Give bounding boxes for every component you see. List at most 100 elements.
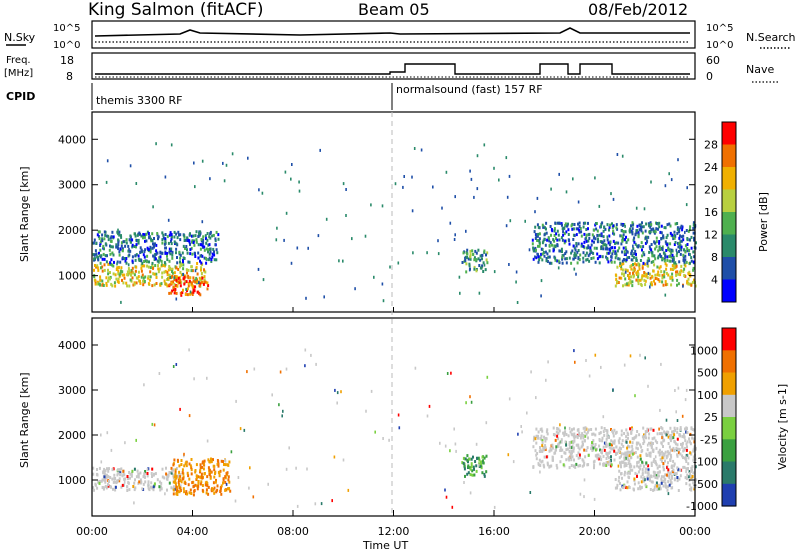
scatter-cell [692,231,695,235]
scatter-cell [677,158,679,162]
scatter-cell [227,478,230,482]
scatter-cell [455,449,457,453]
scatter-cell [689,282,691,286]
scatter-cell [473,467,475,471]
scatter-cell [532,257,535,261]
scatter-cell [200,268,202,272]
scatter-cell [508,174,511,178]
scatter-cell [141,487,144,491]
scatter-cell [675,410,677,414]
scatter-cell [651,254,654,258]
scatter-cell [679,240,682,244]
scatter-cell [584,253,587,257]
scatter-cell [610,463,613,467]
scatter-cell [659,265,662,269]
scatter-cell [168,233,171,237]
scatter-cell [617,257,620,261]
scatter-cell [639,223,642,227]
scatter-cell [195,230,198,234]
scatter-cell [187,284,190,288]
scatter-cell [640,480,643,484]
scatter-cell [93,257,96,261]
scatter-cell [197,243,200,247]
scatter-cell [458,275,461,279]
scatter-cell [613,441,616,445]
scatter-cell [115,243,118,247]
scatter-cell [637,282,640,286]
scatter-cell [186,271,188,275]
scatter-cell [588,236,591,240]
scatter-cell [180,480,183,484]
scatter-cell [671,474,673,478]
scatter-cell [671,253,674,257]
scatter-cell [602,445,605,449]
scatter-cell [183,235,186,239]
scatter-cell [652,428,655,432]
scatter-cell [135,182,138,185]
scatter-cell [168,481,171,485]
scatter-cell [152,205,154,209]
scatter-cell [101,478,104,482]
scatter-cell [147,265,150,269]
scatter-cell [601,439,604,443]
scatter-cell [691,465,694,469]
scatter-cell [475,269,478,273]
scatter-cell [639,278,642,282]
scatter-cell [164,264,166,268]
scatter-cell [585,432,588,436]
scatter-cell [662,475,665,479]
scatter-cell [104,484,107,488]
scatter-cell [658,246,661,250]
scatter-cell [539,255,542,259]
scatter-cell [651,437,654,441]
scatter-cell [111,468,114,472]
scatter-cell [624,252,627,256]
scatter-cell [596,252,599,256]
scatter-cell [486,251,489,255]
scatter-cell [572,177,574,181]
scatter-cell [616,249,619,253]
scatter-cell [382,437,384,440]
scatter-cell [637,460,640,464]
scatter-cell [92,466,95,470]
scatter-cell [127,267,130,271]
scatter-cell [629,265,632,269]
scatter-cell [174,470,177,474]
scatter-cell [153,482,156,486]
scatter-cell [176,458,179,462]
scatter-cell [615,223,618,227]
scatter-cell [616,451,619,455]
scatter-cell [660,224,663,228]
scatter-cell [472,465,475,469]
scatter-cell [127,477,129,481]
scatter-cell [659,253,661,257]
scatter-cell [176,276,179,280]
scatter-cell [235,399,237,403]
scatter-cell [645,452,648,456]
scatter-cell [653,471,656,475]
scatter-cell [682,238,685,242]
scatter-cell [667,442,670,445]
scatter-cell [112,272,115,276]
scatter-cell [217,237,220,241]
scatter-cell [626,471,629,475]
scatter-cell [201,220,204,224]
scatter-cell [637,279,639,283]
scatter-cell [121,474,124,478]
scatter-cell [172,286,175,290]
scatter-cell [151,486,154,490]
scatter-cell [202,462,205,466]
scatter-cell [206,281,209,285]
scatter-cell [228,480,231,484]
scatter-cell [552,458,554,462]
scatter-cell [197,234,200,238]
scatter-cell [564,239,567,243]
scatter-cell [558,238,561,242]
scatter-cell [121,270,124,274]
scatter-cell [184,293,187,296]
scatter-cell [662,445,664,448]
scatter-cell [144,470,147,473]
scatter-cell [674,389,676,392]
